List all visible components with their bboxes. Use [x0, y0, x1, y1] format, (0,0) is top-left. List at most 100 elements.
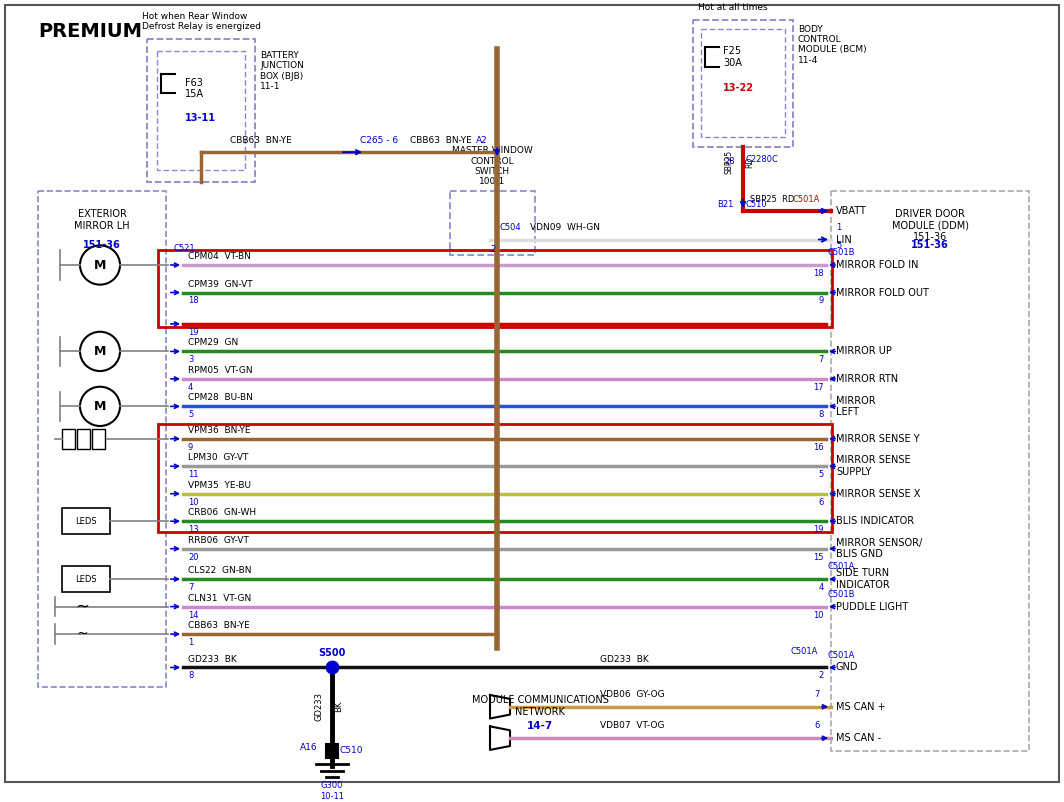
Bar: [831, 192, 1029, 751]
Text: C501B: C501B: [828, 248, 855, 257]
Text: 1: 1: [836, 223, 842, 233]
Text: 6: 6: [815, 721, 820, 731]
Bar: [62, 566, 110, 592]
Text: RPM05  VT-GN: RPM05 VT-GN: [188, 366, 252, 375]
Text: MIRROR SENSE
SUPPLY: MIRROR SENSE SUPPLY: [836, 456, 911, 477]
Text: VDB07  VT-OG: VDB07 VT-OG: [600, 721, 665, 731]
Text: VDB06  GY-OG: VDB06 GY-OG: [600, 690, 665, 699]
Text: MIRROR FOLD IN: MIRROR FOLD IN: [836, 260, 918, 270]
Text: 13-22: 13-22: [724, 83, 754, 93]
Bar: [92, 429, 105, 448]
Text: 19: 19: [814, 525, 824, 534]
Bar: [693, 19, 793, 148]
Text: Hot when Rear Window
Defrost Relay is energized: Hot when Rear Window Defrost Relay is en…: [142, 12, 261, 31]
Bar: [62, 508, 110, 534]
Text: C521: C521: [173, 245, 195, 253]
Bar: [147, 39, 255, 181]
Text: 5: 5: [819, 470, 824, 479]
Text: 151-36: 151-36: [911, 241, 949, 250]
Text: SBP25: SBP25: [724, 150, 733, 174]
Text: 28: 28: [725, 157, 735, 166]
Text: PREMIUM: PREMIUM: [38, 22, 142, 41]
Text: 16: 16: [813, 443, 824, 452]
Text: MIRROR
LEFT: MIRROR LEFT: [836, 395, 876, 417]
Text: LEDS: LEDS: [76, 574, 97, 584]
Text: 4: 4: [188, 383, 194, 392]
Text: C510: C510: [745, 200, 767, 209]
Text: 7: 7: [815, 690, 820, 699]
Text: RRB06  GY-VT: RRB06 GY-VT: [188, 536, 249, 545]
Text: F63
15A: F63 15A: [185, 78, 204, 99]
Text: S500: S500: [318, 648, 346, 658]
Text: GND: GND: [836, 662, 859, 672]
Text: EXTERIOR
MIRROR LH: EXTERIOR MIRROR LH: [74, 209, 130, 231]
Text: LIN: LIN: [836, 234, 852, 245]
Text: 13: 13: [188, 525, 199, 534]
Text: A2: A2: [477, 136, 488, 145]
Text: 18: 18: [813, 269, 824, 278]
Text: BATTERY
JUNCTION
BOX (BJB)
11-1: BATTERY JUNCTION BOX (BJB) 11-1: [260, 51, 304, 91]
Text: GD233: GD233: [315, 692, 325, 721]
Text: 151-36: 151-36: [83, 241, 121, 250]
Text: 8: 8: [188, 671, 194, 680]
Text: CBB63  BN-YE: CBB63 BN-YE: [410, 136, 471, 145]
Text: GD233  BK: GD233 BK: [188, 654, 237, 663]
Text: SIDE TURN
INDICATOR: SIDE TURN INDICATOR: [836, 569, 890, 590]
Text: 2: 2: [819, 671, 824, 680]
Text: 7: 7: [188, 583, 194, 592]
Text: CPM29  GN: CPM29 GN: [188, 338, 238, 347]
Bar: [38, 192, 166, 687]
Bar: [62, 429, 74, 448]
Text: C501A: C501A: [828, 650, 855, 659]
Text: ~: ~: [74, 597, 89, 616]
Text: ~: ~: [77, 627, 88, 641]
Text: 5: 5: [836, 241, 842, 250]
Text: MIRROR SENSE Y: MIRROR SENSE Y: [836, 434, 919, 444]
Text: 4: 4: [819, 583, 824, 592]
Bar: [157, 51, 245, 170]
Text: 20: 20: [188, 553, 199, 561]
Bar: [157, 424, 832, 532]
Text: A16: A16: [300, 743, 318, 752]
Text: 11: 11: [188, 470, 199, 479]
Text: MS CAN -: MS CAN -: [836, 733, 881, 743]
Text: 6: 6: [818, 498, 824, 507]
Text: C501A: C501A: [828, 562, 855, 571]
Bar: [157, 250, 832, 327]
Text: MODULE COMMUNICATIONS
NETWORK: MODULE COMMUNICATIONS NETWORK: [471, 695, 609, 716]
Bar: [701, 30, 785, 137]
Text: CLN31  VT-GN: CLN31 VT-GN: [188, 593, 251, 602]
Text: VPM36  BN-YE: VPM36 BN-YE: [188, 426, 250, 435]
Text: PUDDLE LIGHT: PUDDLE LIGHT: [836, 602, 909, 612]
Text: 18: 18: [188, 297, 199, 306]
Text: MIRROR UP: MIRROR UP: [836, 346, 892, 356]
Text: 14-7: 14-7: [527, 722, 553, 731]
Text: 19: 19: [188, 328, 199, 337]
Text: M: M: [94, 400, 106, 413]
Text: LEDS: LEDS: [76, 516, 97, 526]
Text: BLIS INDICATOR: BLIS INDICATOR: [836, 516, 914, 526]
Text: M: M: [94, 258, 106, 272]
Text: MIRROR FOLD OUT: MIRROR FOLD OUT: [836, 287, 929, 298]
Text: CLS22  GN-BN: CLS22 GN-BN: [188, 566, 251, 575]
Text: CPM04  VT-BN: CPM04 VT-BN: [188, 252, 251, 261]
Text: C2280C: C2280C: [745, 155, 778, 164]
Text: MASTER WINDOW
CONTROL
SWITCH
100-1: MASTER WINDOW CONTROL SWITCH 100-1: [451, 146, 532, 187]
Text: G300
10-11: G300 10-11: [320, 781, 344, 800]
Text: 7: 7: [818, 355, 824, 364]
Text: BK: BK: [334, 701, 343, 712]
Text: CPM39  GN-VT: CPM39 GN-VT: [188, 280, 252, 289]
Text: VBATT: VBATT: [836, 206, 867, 216]
Text: GD233  BK: GD233 BK: [600, 655, 649, 664]
Text: MIRROR SENSE X: MIRROR SENSE X: [836, 488, 920, 499]
Text: 3: 3: [188, 355, 194, 364]
Text: SBP25  RD: SBP25 RD: [750, 195, 795, 205]
Text: B21: B21: [717, 200, 733, 209]
Text: 17: 17: [813, 383, 824, 392]
Text: 10: 10: [188, 498, 199, 507]
Text: 13-11: 13-11: [185, 113, 216, 123]
Text: CRB06  GN-WH: CRB06 GN-WH: [188, 508, 256, 517]
Text: DRIVER DOOR
MODULE (DDM)
151-36: DRIVER DOOR MODULE (DDM) 151-36: [892, 209, 968, 242]
Text: VDN09  WH-GN: VDN09 WH-GN: [530, 223, 600, 232]
Text: M: M: [94, 345, 106, 358]
